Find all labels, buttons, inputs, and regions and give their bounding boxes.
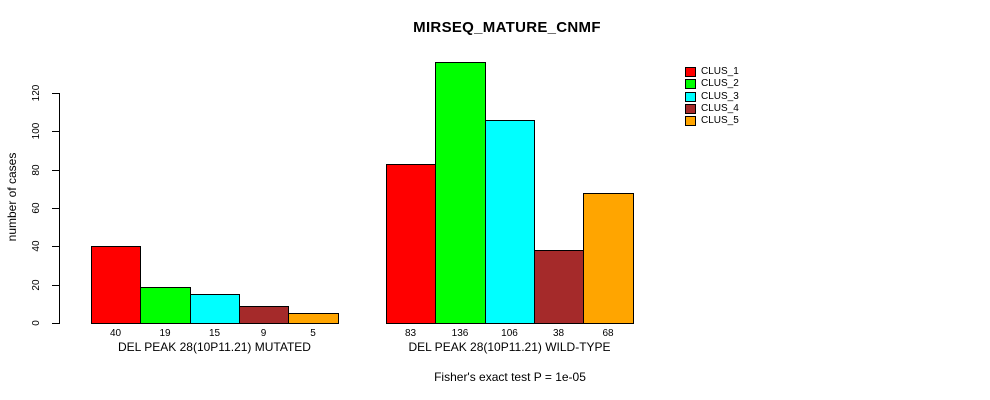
legend-label: CLUS_1 <box>701 66 739 77</box>
y-tick-label: 0 <box>31 320 42 326</box>
bar-clus_1 <box>386 164 436 324</box>
bar-clus_5 <box>583 193 634 324</box>
bar-clus_1 <box>91 246 141 324</box>
y-tick-label: 40 <box>31 240 42 252</box>
y-tick <box>52 208 59 209</box>
legend-swatch-clus_5 <box>685 116 696 126</box>
group-label: DEL PEAK 28(10P11.21) MUTATED <box>118 340 311 354</box>
bar-value-label: 106 <box>501 328 518 339</box>
bar-clus_2 <box>140 287 191 324</box>
legend-item: CLUS_4 <box>685 103 739 115</box>
bar-clus_4 <box>534 250 584 324</box>
bar-value-label: 40 <box>109 328 122 339</box>
legend-swatch-clus_3 <box>685 92 696 102</box>
bar-value-label: 19 <box>159 328 171 339</box>
legend-label: CLUS_2 <box>701 78 739 89</box>
bar-clus_2 <box>435 62 486 324</box>
y-tick <box>52 285 59 286</box>
legend-item: CLUS_2 <box>685 78 739 90</box>
legend-item: CLUS_5 <box>685 115 739 127</box>
bar-clus_4 <box>239 306 289 324</box>
y-tick-label: 80 <box>31 164 42 176</box>
bar-value-label: 5 <box>310 328 316 339</box>
group-label: DEL PEAK 28(10P11.21) WILD-TYPE <box>408 340 611 354</box>
legend-item: CLUS_3 <box>685 91 739 103</box>
bar-value-label: 38 <box>552 328 565 339</box>
legend-swatch-clus_1 <box>685 67 696 77</box>
fisher-test-annotation: Fisher's exact test P = 1e-05 <box>434 370 586 384</box>
legend-label: CLUS_3 <box>701 91 739 102</box>
y-axis-line <box>59 93 60 324</box>
bar-clus_3 <box>190 294 240 324</box>
legend-label: CLUS_5 <box>701 115 739 126</box>
legend-swatch-clus_4 <box>685 104 696 114</box>
legend: CLUS_1 CLUS_2 CLUS_3 CLUS_4 CLUS_5 <box>685 66 795 132</box>
y-tick <box>52 246 59 247</box>
y-tick-label: 120 <box>31 84 42 102</box>
y-tick-label: 100 <box>31 122 42 140</box>
legend-item: CLUS_1 <box>685 66 739 78</box>
y-tick <box>52 170 59 171</box>
legend-label: CLUS_4 <box>701 103 739 114</box>
y-tick-label: 20 <box>31 279 42 291</box>
bar-value-label: 9 <box>260 328 267 339</box>
bar-value-label: 83 <box>404 328 417 339</box>
bar-clus_5 <box>288 313 339 324</box>
chart-title: MIRSEQ_MATURE_CNMF <box>413 19 601 36</box>
y-tick-label: 60 <box>31 202 42 214</box>
y-axis-label: number of cases <box>5 152 19 242</box>
bar-value-label: 68 <box>602 328 614 339</box>
y-tick <box>52 323 59 324</box>
y-tick <box>52 131 59 132</box>
legend-swatch-clus_2 <box>685 79 696 89</box>
bar-value-label: 136 <box>451 328 469 339</box>
y-tick <box>52 93 59 94</box>
bar-value-label: 15 <box>208 328 221 339</box>
bar-clus_3 <box>485 120 535 324</box>
